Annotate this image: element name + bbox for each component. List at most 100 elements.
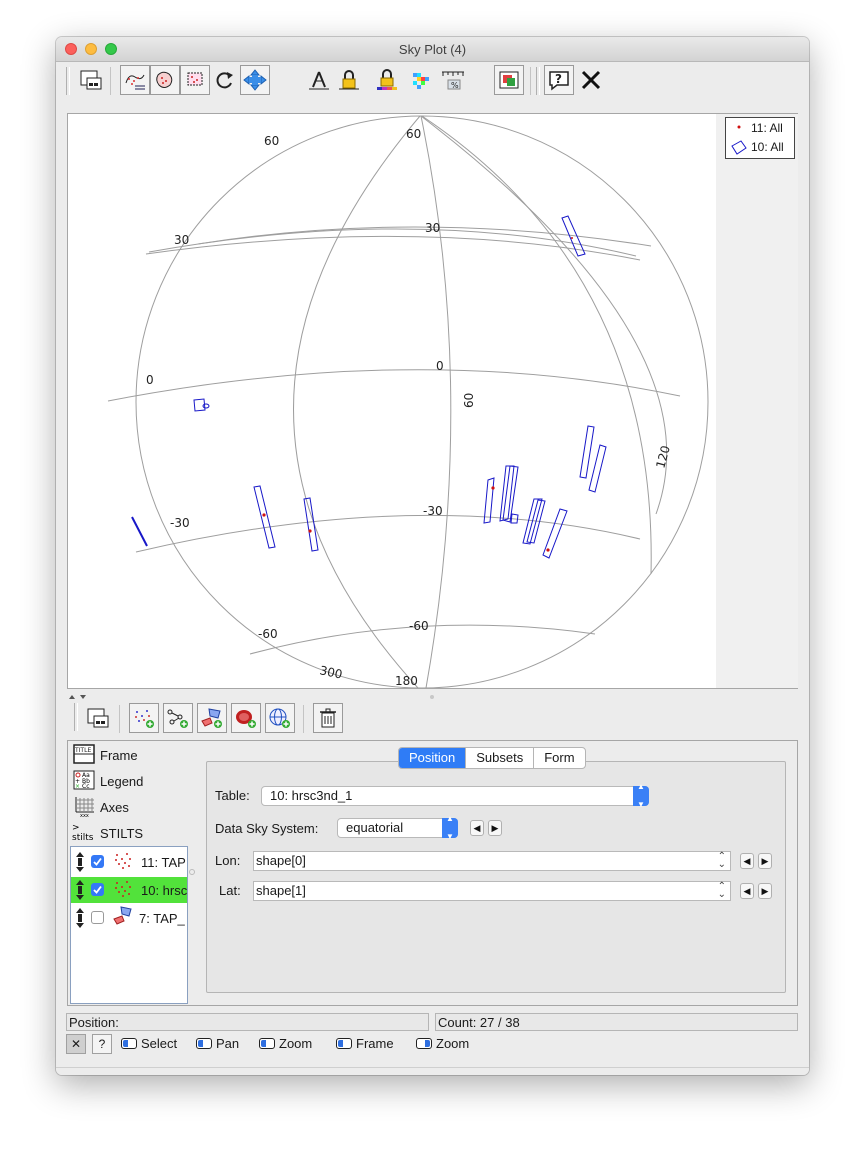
scale-bar-button[interactable]: % — [438, 65, 468, 95]
add-sky-density-layer-button[interactable] — [231, 703, 261, 733]
color-lock-button[interactable] — [372, 65, 402, 95]
float-control-window-button[interactable] — [76, 65, 106, 95]
footprint-shape[interactable] — [526, 499, 546, 544]
sky-density-plus-icon — [236, 710, 256, 728]
legend-control[interactable]: Aa + Bb × Cc Legend — [72, 769, 192, 793]
density-icon — [413, 73, 429, 89]
footprint-shape[interactable] — [253, 485, 276, 549]
control-panel: TITLE Frame Aa + Bb × Cc Legend xxx Axes > st… — [67, 740, 798, 1006]
density-map-button[interactable] — [406, 65, 436, 95]
grid-line-lon-180 — [420, 115, 452, 688]
data-point[interactable] — [571, 237, 573, 239]
axes-icon: xxx — [75, 797, 94, 817]
drag-handle-icon[interactable] — [74, 879, 86, 901]
visible-subset-button[interactable] — [180, 65, 210, 95]
lon-prev-button[interactable]: ◀ — [740, 853, 754, 869]
move-arrows-icon — [243, 69, 267, 91]
footprint-shape[interactable] — [303, 497, 319, 552]
footprint-shape[interactable] — [499, 465, 515, 522]
footprint-shape[interactable] — [522, 498, 543, 545]
zoom-window-button[interactable] — [105, 43, 117, 55]
window-resize-strip[interactable] — [56, 1067, 809, 1075]
hide-hints-button[interactable]: ✕ — [66, 1034, 86, 1054]
lat-label: 60 — [406, 127, 421, 141]
layer-item[interactable]: 11: TAP — [71, 849, 187, 875]
remove-layer-button[interactable] — [313, 703, 343, 733]
svg-text:xxx: xxx — [80, 813, 89, 817]
frame-control[interactable]: TITLE Frame — [72, 743, 192, 767]
data-point[interactable] — [262, 513, 266, 517]
grid-line-lat-30 — [145, 235, 641, 261]
footprint-shape[interactable] — [542, 508, 568, 559]
sky-system-next-button[interactable]: ▶ — [488, 820, 502, 836]
add-pair-layer-button[interactable] — [163, 703, 193, 733]
footprint-shape[interactable] — [502, 465, 519, 523]
data-point[interactable] — [546, 548, 550, 552]
footprint-shape[interactable] — [579, 425, 595, 479]
footprint-shape[interactable] — [202, 403, 210, 409]
hint-label: Frame — [356, 1036, 394, 1051]
footprint-shape[interactable] — [561, 215, 586, 257]
split-pane-divider[interactable] — [67, 689, 798, 699]
data-point[interactable] — [308, 529, 312, 533]
visible-subset-icon — [187, 72, 203, 86]
lat-input[interactable]: shape[1] ⌃ ⌄ — [253, 881, 731, 901]
replot-button[interactable] — [210, 65, 240, 95]
footprint-shape[interactable] — [510, 513, 519, 524]
lat-next-button[interactable]: ▶ — [758, 883, 772, 899]
left-click-icon — [121, 1038, 137, 1049]
area-icon — [113, 906, 132, 925]
tab-form[interactable]: Form — [533, 748, 584, 768]
drag-handle-icon[interactable] — [74, 907, 86, 929]
data-point[interactable] — [491, 486, 495, 490]
add-position-layer-button[interactable] — [129, 703, 159, 733]
footprint-shape[interactable] — [588, 444, 607, 493]
layer-item[interactable]: 10: hrsc — [71, 877, 187, 903]
layer-visibility-checkbox[interactable] — [91, 855, 104, 868]
minimize-window-button[interactable] — [85, 43, 97, 55]
select-arrows-icon: ▲ ▼ — [633, 782, 649, 809]
scale-bar-icon: % — [442, 71, 464, 90]
draw-subset-button[interactable] — [120, 65, 150, 95]
svg-text:+: + — [75, 778, 80, 785]
blob-subset-button[interactable] — [150, 65, 180, 95]
float-layer-window-button[interactable] — [83, 703, 113, 733]
stilts-control[interactable]: > stilts STILTS — [72, 821, 192, 845]
grid-line-lon-120 — [420, 115, 668, 515]
layer-visibility-checkbox[interactable] — [91, 883, 104, 896]
position-status: Position: — [66, 1013, 429, 1031]
axis-lock-button[interactable] — [304, 65, 334, 95]
toolbar-grip[interactable] — [74, 703, 78, 731]
lon-input[interactable]: shape[0] ⌃ ⌄ — [253, 851, 731, 871]
toolbar-grip[interactable] — [66, 67, 70, 95]
footprint-shape[interactable] — [131, 516, 148, 547]
split-knob[interactable] — [189, 869, 195, 875]
table-select[interactable]: 10: hrsc3nd_1 ▲ ▼ — [261, 782, 649, 809]
add-area-layer-button[interactable] — [197, 703, 227, 733]
navigation-button[interactable] — [240, 65, 270, 95]
title-bar[interactable]: Sky Plot (4) — [56, 37, 809, 62]
sky-system-prev-button[interactable]: ◀ — [470, 820, 484, 836]
layer-item[interactable]: 7: TAP_ — [71, 905, 187, 931]
axes-control[interactable]: xxx Axes — [72, 795, 192, 819]
sky-globe[interactable]: 60 60 30 30 0 0 -30 -30 -60 -60 60 120 3… — [68, 114, 716, 688]
add-sky-grid-layer-button[interactable] — [265, 703, 295, 733]
help-button[interactable]: ? — [544, 65, 574, 95]
tab-position[interactable]: Position — [399, 748, 466, 768]
tab-subsets[interactable]: Subsets — [465, 748, 533, 768]
aux-lock-button[interactable] — [334, 65, 364, 95]
close-window-button[interactable] — [65, 43, 77, 55]
drag-handle-icon[interactable] — [74, 851, 86, 873]
footprint-shape[interactable] — [193, 398, 206, 412]
area-plus-icon — [201, 708, 222, 728]
footprint-shape[interactable] — [483, 477, 495, 524]
sky-system-select[interactable]: equatorial ▲ ▼ — [337, 814, 458, 841]
close-plot-button[interactable] — [576, 65, 606, 95]
layer-visibility-checkbox[interactable] — [91, 911, 104, 924]
sky-plot-area[interactable]: 60 60 30 30 0 0 -30 -30 -60 -60 60 120 3… — [67, 113, 798, 689]
lon-next-button[interactable]: ▶ — [758, 853, 772, 869]
export-image-button[interactable] — [494, 65, 524, 95]
lat-prev-button[interactable]: ◀ — [740, 883, 754, 899]
hints-help-button[interactable]: ? — [92, 1034, 112, 1054]
toolbar-grip[interactable] — [536, 67, 540, 95]
